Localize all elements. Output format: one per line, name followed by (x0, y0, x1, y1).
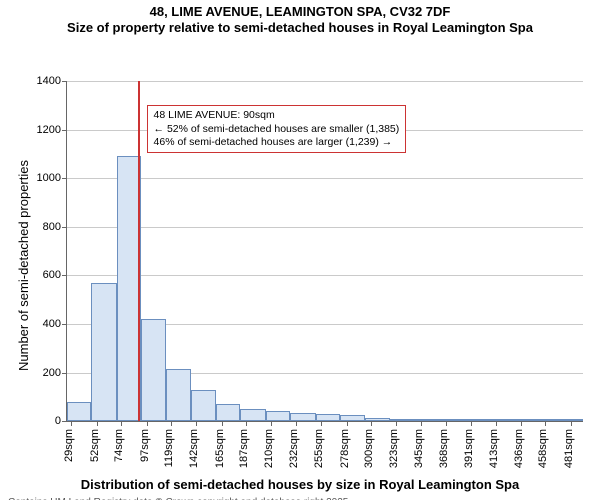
histogram-bar (415, 419, 439, 421)
x-tick-label: 436sqm (513, 429, 525, 468)
x-tick-label: 187sqm (238, 429, 250, 468)
histogram-bar (340, 415, 365, 421)
x-tick (371, 421, 372, 426)
histogram-bar (539, 419, 564, 421)
histogram-bar (191, 390, 216, 422)
x-tick-label: 323sqm (388, 429, 400, 468)
x-tick (396, 421, 397, 426)
x-tick-label: 165sqm (214, 429, 226, 468)
y-grid-line (67, 81, 583, 82)
x-tick-label: 232sqm (288, 429, 300, 468)
histogram-bar (564, 419, 583, 421)
x-tick (196, 421, 197, 426)
x-tick-label: 481sqm (563, 429, 575, 468)
x-tick (171, 421, 172, 426)
y-axis-title: Number of semi-detached properties (16, 160, 31, 371)
y-tick-label: 200 (43, 367, 67, 379)
histogram-bar (141, 319, 166, 421)
y-tick-label: 400 (43, 318, 67, 330)
x-tick-label: 391sqm (463, 429, 475, 468)
histogram-bar (365, 418, 389, 421)
histogram-bar (465, 419, 489, 421)
histogram-bar (67, 402, 91, 421)
callout-box: 48 LIME AVENUE: 90sqm← 52% of semi-detac… (147, 105, 407, 152)
histogram-bar (266, 411, 290, 421)
x-tick (296, 421, 297, 426)
x-tick-label: 345sqm (413, 429, 425, 468)
x-tick (446, 421, 447, 426)
x-tick (147, 421, 148, 426)
x-tick-label: 413sqm (488, 429, 500, 468)
x-tick (222, 421, 223, 426)
histogram-bar (166, 369, 190, 421)
y-tick-label: 1200 (37, 124, 67, 136)
plot-area: 020040060080010001200140029sqm52sqm74sqm… (66, 81, 583, 422)
x-tick-label: 300sqm (363, 429, 375, 468)
x-tick (545, 421, 546, 426)
x-tick (347, 421, 348, 426)
x-tick-label: 119sqm (163, 429, 175, 467)
histogram-bar (390, 419, 415, 421)
x-tick-label: 255sqm (313, 429, 325, 468)
histogram-bar (439, 419, 464, 421)
y-grid-line (67, 275, 583, 276)
title-line-1: 48, LIME AVENUE, LEAMINGTON SPA, CV32 7D… (0, 4, 600, 20)
histogram-bar (240, 409, 265, 421)
x-tick-label: 97sqm (139, 429, 151, 462)
title-line-2: Size of property relative to semi-detach… (0, 20, 600, 36)
x-tick-label: 210sqm (263, 429, 275, 468)
y-grid-line (67, 178, 583, 179)
x-tick-label: 52sqm (89, 429, 101, 462)
callout-line: 46% of semi-detached houses are larger (… (154, 136, 400, 149)
y-tick-label: 800 (43, 221, 67, 233)
footer-line-1: Contains HM Land Registry data © Crown c… (8, 496, 594, 500)
highlight-line (138, 81, 140, 421)
y-tick-label: 0 (55, 415, 67, 427)
x-tick (321, 421, 322, 426)
x-tick (421, 421, 422, 426)
x-tick (521, 421, 522, 426)
x-tick (496, 421, 497, 426)
y-grid-line (67, 227, 583, 228)
y-tick-label: 1400 (37, 75, 67, 87)
x-tick (471, 421, 472, 426)
y-tick-label: 600 (43, 269, 67, 281)
x-tick (571, 421, 572, 426)
histogram-bar (91, 283, 116, 421)
x-tick (97, 421, 98, 426)
y-tick-label: 1000 (37, 172, 67, 184)
x-tick-label: 278sqm (339, 429, 351, 468)
histogram-bar (489, 419, 514, 421)
histogram-bar (290, 413, 315, 421)
footer: Contains HM Land Registry data © Crown c… (0, 492, 600, 500)
x-axis-title: Distribution of semi-detached houses by … (0, 477, 600, 492)
callout-heading: 48 LIME AVENUE: 90sqm (154, 109, 400, 122)
x-tick-label: 74sqm (113, 429, 125, 462)
x-tick (271, 421, 272, 426)
x-tick-label: 142sqm (188, 429, 200, 468)
x-tick (121, 421, 122, 426)
x-tick-label: 368sqm (438, 429, 450, 468)
x-tick (246, 421, 247, 426)
histogram-bar (316, 414, 340, 421)
x-tick-label: 29sqm (63, 429, 75, 462)
x-tick-label: 458sqm (537, 429, 549, 468)
chart-area: 0 200 400 600 800 1000 1200 1400 29sqm 52sqm 74sqm… (0, 35, 600, 477)
histogram-bar (216, 404, 240, 421)
x-tick (71, 421, 72, 426)
chart-title: 48, LIME AVENUE, LEAMINGTON SPA, CV32 7D… (0, 0, 600, 35)
callout-line: ← 52% of semi-detached houses are smalle… (154, 123, 400, 136)
histogram-bar (514, 419, 538, 421)
